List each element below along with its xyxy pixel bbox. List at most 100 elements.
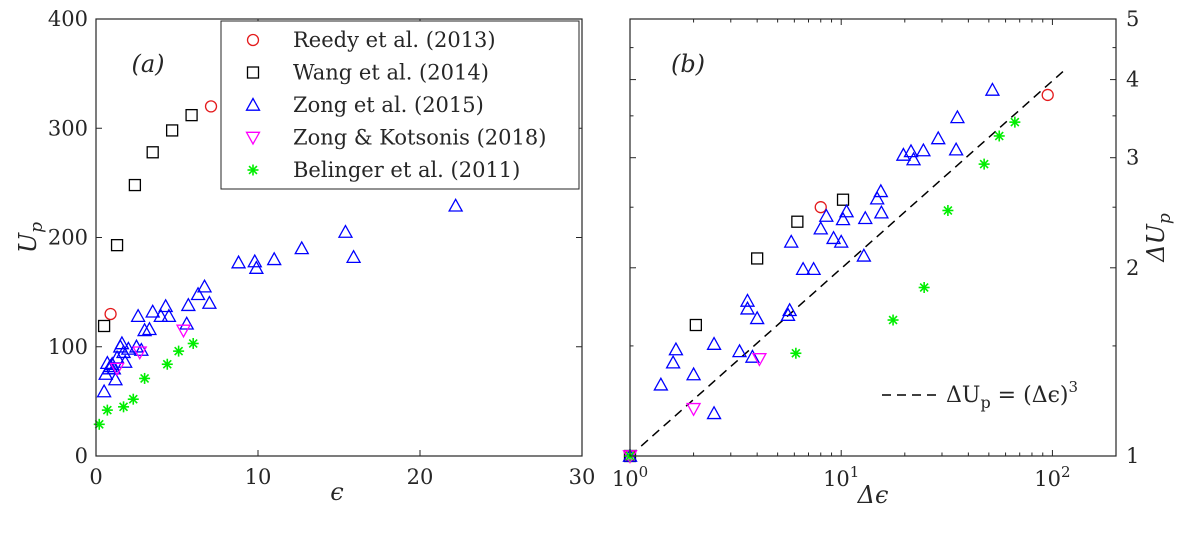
data-point-zong bbox=[731, 343, 748, 358]
star-stroke bbox=[119, 402, 129, 412]
data-point-zong bbox=[838, 203, 855, 218]
panel-label-b: (b) bbox=[671, 50, 705, 78]
y-axis-label-main: ΔU bbox=[1142, 223, 1170, 262]
data-point-zong bbox=[915, 142, 932, 157]
data-point-zong bbox=[179, 315, 195, 330]
data-point-zong bbox=[780, 307, 796, 321]
fit-label-suffix: = (Δϵ) bbox=[991, 383, 1069, 408]
star-stroke bbox=[979, 159, 989, 169]
data-point-zong bbox=[190, 286, 206, 301]
legend-label-belinger: Belinger et al. (2011) bbox=[293, 158, 520, 182]
data-point-wang bbox=[836, 193, 850, 206]
data-point-wang bbox=[110, 238, 124, 252]
fit-label-prefix: ΔU bbox=[946, 383, 980, 408]
data-point-zong bbox=[873, 183, 889, 198]
data-point-zong bbox=[107, 371, 124, 386]
fit-line bbox=[629, 68, 1066, 457]
legend: Reedy et al. (2013) Wang et al. (2014) Zon… bbox=[220, 20, 580, 190]
fit-label-sub: p bbox=[980, 393, 990, 412]
x-axis-label: ϵ bbox=[330, 478, 343, 506]
data-point-zong bbox=[818, 208, 834, 222]
data-point-zong bbox=[805, 261, 822, 276]
fit-legend-label: ΔUp = (Δϵ)3 bbox=[946, 378, 1078, 412]
star-stroke bbox=[102, 405, 112, 415]
data-point-zongk bbox=[685, 402, 702, 417]
data-point-wang bbox=[128, 178, 142, 192]
data-point-wang bbox=[751, 252, 764, 265]
data-point-belinger bbox=[1009, 116, 1021, 128]
data-point-zong bbox=[665, 354, 681, 369]
star-stroke bbox=[128, 394, 138, 404]
data-point-belinger bbox=[101, 404, 113, 416]
data-point-zong bbox=[869, 190, 885, 205]
data-point-belinger bbox=[887, 314, 899, 326]
data-point-zong bbox=[706, 405, 722, 420]
y-tick-label: 1 bbox=[1126, 444, 1139, 468]
data-point-zong bbox=[833, 234, 849, 248]
data-point-zong bbox=[106, 360, 122, 375]
data-point-zong bbox=[905, 151, 922, 166]
data-point-zong bbox=[161, 308, 177, 323]
y-axis-label-main: U bbox=[14, 232, 42, 253]
data-point-zong bbox=[857, 210, 873, 225]
data-point-zong bbox=[117, 354, 133, 368]
y-tick-label: 4 bbox=[1126, 68, 1139, 92]
data-point-zong bbox=[248, 260, 264, 274]
legend-marker-zongk bbox=[245, 131, 261, 146]
y-tick-label: 3 bbox=[1126, 146, 1139, 170]
y-tick-label: 400 bbox=[48, 7, 88, 31]
data-point-belinger bbox=[187, 337, 199, 349]
x-tick-label-base: 10 bbox=[1034, 467, 1061, 491]
legend-label-zongk: Zong & Kotsonis (2018) bbox=[293, 126, 546, 150]
data-point-belinger bbox=[93, 418, 105, 430]
data-point-zong bbox=[895, 147, 912, 161]
star-stroke bbox=[140, 373, 150, 383]
data-point-zong bbox=[337, 224, 354, 238]
y-axis-label-sub: p bbox=[1155, 213, 1175, 224]
legend-marker-belinger bbox=[247, 164, 259, 176]
data-point-wang bbox=[185, 108, 198, 122]
data-point-zong bbox=[949, 109, 966, 124]
data-point-belinger bbox=[978, 158, 990, 170]
legend-label-wang: Wang et al. (2014) bbox=[293, 61, 489, 85]
star-stroke bbox=[791, 348, 801, 358]
y-axis-label-sub: p bbox=[27, 222, 47, 233]
x-tick-label: 102 bbox=[1034, 463, 1070, 491]
data-point-zong bbox=[685, 366, 702, 381]
data-point-zong bbox=[136, 322, 153, 337]
y-tick-label: 5 bbox=[1126, 7, 1139, 31]
x-tick-label-exp: 1 bbox=[850, 463, 860, 481]
x-tick-label-exp: 0 bbox=[639, 463, 649, 481]
data-point-zong bbox=[825, 230, 842, 245]
data-point-zong bbox=[266, 251, 282, 266]
data-point-zong bbox=[930, 130, 946, 145]
data-point-zong bbox=[835, 211, 851, 226]
data-point-zongk bbox=[175, 324, 192, 339]
data-point-zong bbox=[294, 240, 310, 255]
data-point-zong bbox=[130, 308, 146, 323]
data-point-zong bbox=[813, 220, 829, 235]
x-tick-label-base: 10 bbox=[612, 467, 639, 491]
y-tick-label: 300 bbox=[48, 116, 88, 140]
legend-label-reedy: Reedy et al. (2013) bbox=[293, 28, 496, 52]
data-point-zong bbox=[984, 82, 1001, 96]
data-point-belinger bbox=[790, 347, 802, 359]
data-point-zong bbox=[345, 249, 362, 264]
data-point-zong bbox=[739, 300, 756, 315]
star-stroke bbox=[174, 346, 184, 356]
data-point-zong bbox=[856, 248, 872, 262]
data-point-reedy bbox=[814, 201, 827, 214]
y-axis-label: Up bbox=[14, 222, 47, 253]
data-point-zong bbox=[948, 141, 964, 156]
data-point-zong bbox=[230, 254, 247, 269]
legend-label-zong: Zong et al. (2015) bbox=[293, 93, 484, 117]
y-tick-label: 100 bbox=[48, 335, 88, 359]
star-stroke bbox=[919, 282, 929, 293]
x-tick-label: 101 bbox=[823, 463, 859, 491]
y-axis-label: ΔUp bbox=[1142, 213, 1175, 263]
star-stroke bbox=[188, 338, 198, 348]
data-point-zong bbox=[749, 310, 765, 325]
